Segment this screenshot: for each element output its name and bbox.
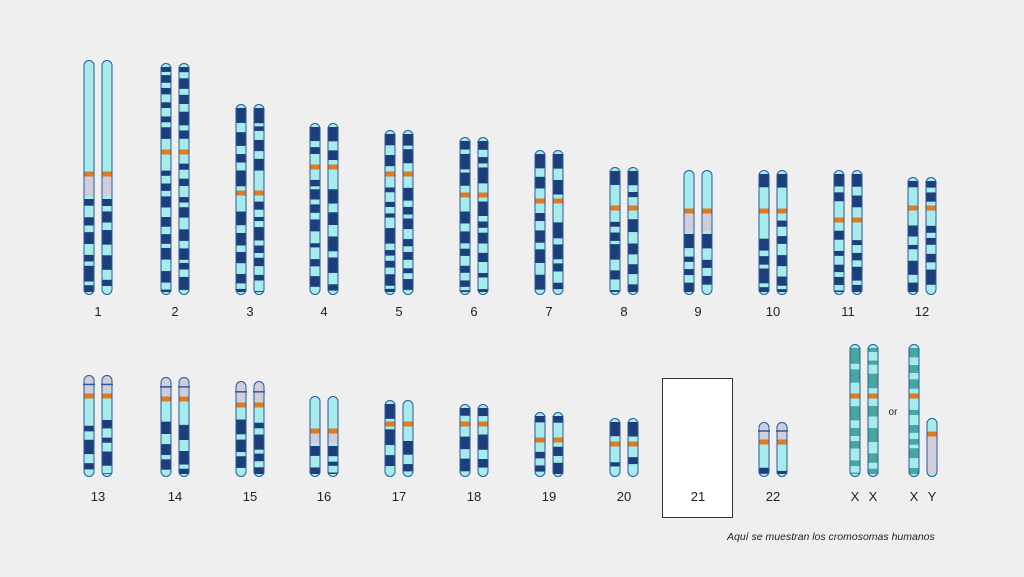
chromosome-17-b [402,400,414,477]
chromosome-2-a [160,63,172,295]
chromosome-13-a [83,375,95,477]
chromosome-19-a [534,412,546,477]
chromosome-label-17: 17 [391,489,407,504]
chromosome-label-19: 19 [541,489,557,504]
chromosome-5-b [402,130,414,295]
chromosome-5-a [384,130,396,295]
chromosome-label-11: 11 [841,304,855,319]
chromosome-label-4: 4 [320,304,328,319]
chromosome-22-b [776,422,788,477]
chromosome-label-22: 22 [765,489,781,504]
chromosome-label-2: 2 [171,304,179,319]
sex-chromosome-label-male-x: X [909,489,919,504]
chromosome-12-b [925,177,937,295]
chromosome-4-a [309,123,321,295]
chromosome-label-10: 10 [765,304,781,319]
chromosome-22-a [758,422,770,477]
chromosome-20-a [609,418,621,477]
caption: Aquí se muestran los cromosomas humanos [727,531,935,543]
chromosome-label-3: 3 [246,304,254,319]
chromosome-7-a [534,150,546,295]
chromosome-6-b [477,137,489,295]
sex-chromosome-label-female-1: X [850,489,860,504]
chromosome-label-21: 21 [690,489,706,504]
chromosome-label-20: 20 [616,489,632,504]
chromosome-19-b [552,412,564,477]
chromosome-18-a [459,404,471,477]
chromosome-9-b [701,170,713,295]
chromosome-label-15: 15 [242,489,258,504]
sex-chromosome-label-female-2: X [868,489,878,504]
chromosome-label-6: 6 [470,304,478,319]
chromosome-3-b [253,104,265,295]
chromosome-8-a [609,167,621,295]
chromosome-4-b [327,123,339,295]
highlight-box-chromosome-21 [662,378,733,518]
chromosome-15-a [235,381,247,477]
chromosome-10-b [776,170,788,295]
chromosome-label-8: 8 [620,304,628,319]
chromosome-11-b [851,170,863,295]
chromosome-x-male [908,344,920,477]
chromosome-3-a [235,104,247,295]
chromosome-16-b [327,396,339,477]
chromosome-label-14: 14 [167,489,183,504]
chromosome-6-a [459,137,471,295]
chromosome-2-b [178,63,190,295]
chromosome-label-7: 7 [545,304,553,319]
chromosome-label-9: 9 [694,304,702,319]
chromosome-9-a [683,170,695,295]
chromosome-7-b [552,150,564,295]
sex-chromosome-label-male-y: Y [927,489,937,504]
chromosome-y [926,418,938,477]
chromosome-label-16: 16 [316,489,332,504]
chromosome-8-b [627,167,639,295]
chromosome-13-b [101,375,113,477]
chromosome-1-b [101,60,113,295]
chromosome-15-b [253,381,265,477]
chromosome-label-13: 13 [90,489,106,504]
chromosome-label-12: 12 [914,304,930,319]
chromosome-16-a [309,396,321,477]
chromosome-x-female-2 [867,344,879,477]
chromosome-x-female-1 [849,344,861,477]
chromosome-10-a [758,170,770,295]
or-separator: or [888,407,898,418]
chromosome-17-a [384,400,396,477]
chromosome-label-18: 18 [466,489,482,504]
chromosome-label-1: 1 [94,304,102,319]
chromosome-1-a [83,60,95,295]
chromosome-12-a [907,177,919,295]
chromosome-14-a [160,377,172,477]
chromosome-18-b [477,404,489,477]
chromosome-14-b [178,377,190,477]
chromosome-label-5: 5 [395,304,403,319]
chromosome-20-b [627,418,639,477]
chromosome-11-a [833,170,845,295]
